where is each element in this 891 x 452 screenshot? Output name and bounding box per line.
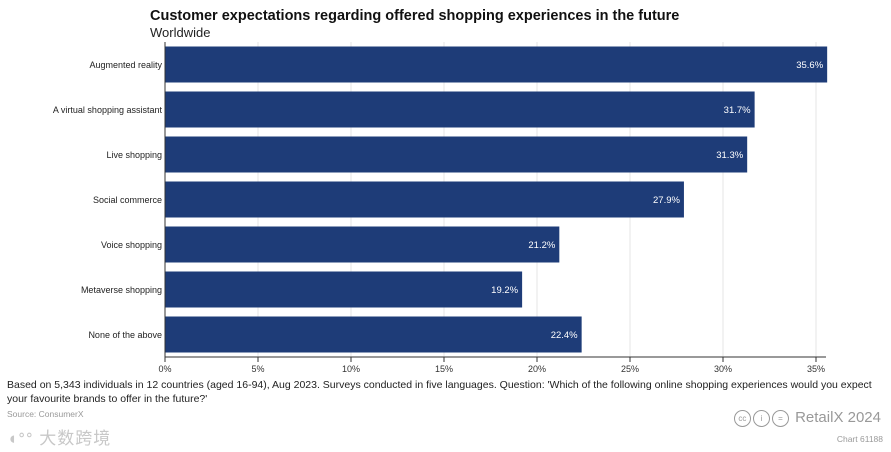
chart-id: Chart 61188: [836, 434, 883, 444]
bar: [165, 181, 684, 218]
category-label: Metaverse shopping: [81, 285, 162, 295]
x-tick-label: 35%: [807, 364, 825, 374]
x-tick-label: 5%: [251, 364, 264, 374]
watermark-logo: ◖ᐤᐤ 大数跨境: [7, 429, 112, 448]
brand-text: RetailX 2024: [795, 409, 881, 426]
x-tick-label: 10%: [342, 364, 360, 374]
category-label: Augmented reality: [89, 60, 162, 70]
x-tick-label: 30%: [714, 364, 732, 374]
bar: [165, 46, 828, 83]
bar: [165, 91, 755, 128]
x-tick-label: 25%: [621, 364, 639, 374]
bar-value-label: 22.4%: [551, 330, 578, 341]
chart-title: Customer expectations regarding offered …: [150, 8, 680, 24]
category-label: Social commerce: [93, 195, 162, 205]
x-tick-label: 20%: [528, 364, 546, 374]
bar-value-label: 31.7%: [724, 105, 751, 116]
source-text: Source: ConsumerX: [7, 409, 84, 419]
chart-subtitle: Worldwide: [150, 25, 211, 40]
footnote: Based on 5,343 individuals in 12 countri…: [7, 379, 872, 405]
x-tick-label: 15%: [435, 364, 453, 374]
brand-license: cc i = RetailX 2024: [733, 409, 881, 427]
bar-value-label: 19.2%: [491, 285, 518, 296]
bar-value-label: 31.3%: [716, 150, 743, 161]
category-label: Live shopping: [106, 150, 162, 160]
x-tick-label: 0%: [158, 364, 171, 374]
bar: [165, 226, 560, 263]
bar: [165, 271, 523, 308]
category-label: A virtual shopping assistant: [53, 105, 163, 115]
bar-value-label: 27.9%: [653, 195, 680, 206]
bar: [165, 316, 582, 353]
bar-value-label: 35.6%: [796, 60, 823, 71]
cc-icon: cc: [733, 409, 751, 427]
watermark-text: 大数跨境: [39, 429, 112, 448]
nd-icon: =: [771, 409, 789, 427]
by-icon: i: [752, 409, 770, 427]
bar-value-label: 21.2%: [528, 240, 555, 251]
category-label: Voice shopping: [101, 240, 162, 250]
category-label: None of the above: [88, 330, 162, 340]
bar: [165, 136, 748, 173]
